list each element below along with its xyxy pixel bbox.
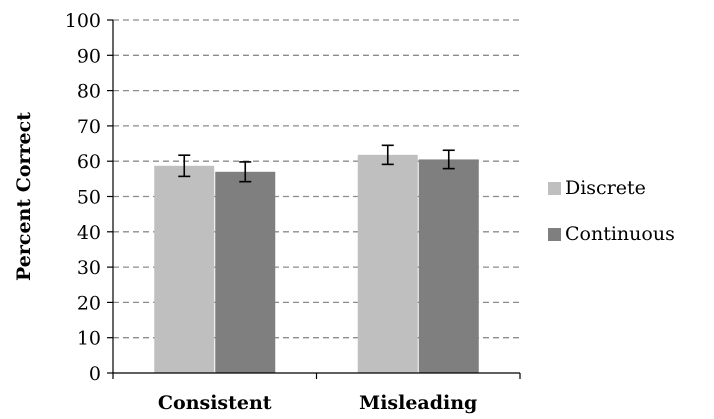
bar-discrete-consistent [154, 165, 215, 373]
y-tick-label: 60 [77, 151, 101, 173]
legend: Discrete Continuous [548, 177, 675, 245]
y-tick-label: 50 [77, 187, 101, 209]
y-tick-label: 70 [77, 116, 101, 138]
y-tick-label: 20 [77, 292, 101, 314]
legend-swatch-discrete [548, 182, 561, 195]
gridlines [113, 19, 520, 339]
y-tick-label: 40 [77, 222, 101, 244]
error-bars [178, 144, 455, 183]
y-tick-label: 0 [89, 363, 101, 385]
y-tick-label: 80 [77, 81, 101, 103]
bars [154, 154, 479, 373]
x-category-label: Consistent [158, 392, 272, 414]
y-tick-label: 30 [77, 257, 101, 279]
y-tick-label: 90 [77, 45, 101, 67]
legend-label-discrete: Discrete [565, 177, 646, 199]
x-axis-labels: Consistent Misleading [158, 392, 477, 414]
x-category-label: Misleading [359, 392, 477, 414]
bar-continuous-misleading [418, 159, 479, 373]
y-axis-title: Percent Correct [13, 112, 35, 281]
y-tick-label: 10 [77, 328, 101, 350]
axes [112, 20, 521, 379]
bar-discrete-misleading [357, 154, 418, 373]
legend-swatch-continuous [548, 228, 561, 241]
y-axis-ticks: 0 10 20 30 40 50 60 70 80 90 100 [65, 10, 113, 385]
y-tick-label: 100 [65, 10, 101, 32]
bar-continuous-consistent [215, 171, 276, 373]
legend-label-continuous: Continuous [565, 223, 675, 245]
